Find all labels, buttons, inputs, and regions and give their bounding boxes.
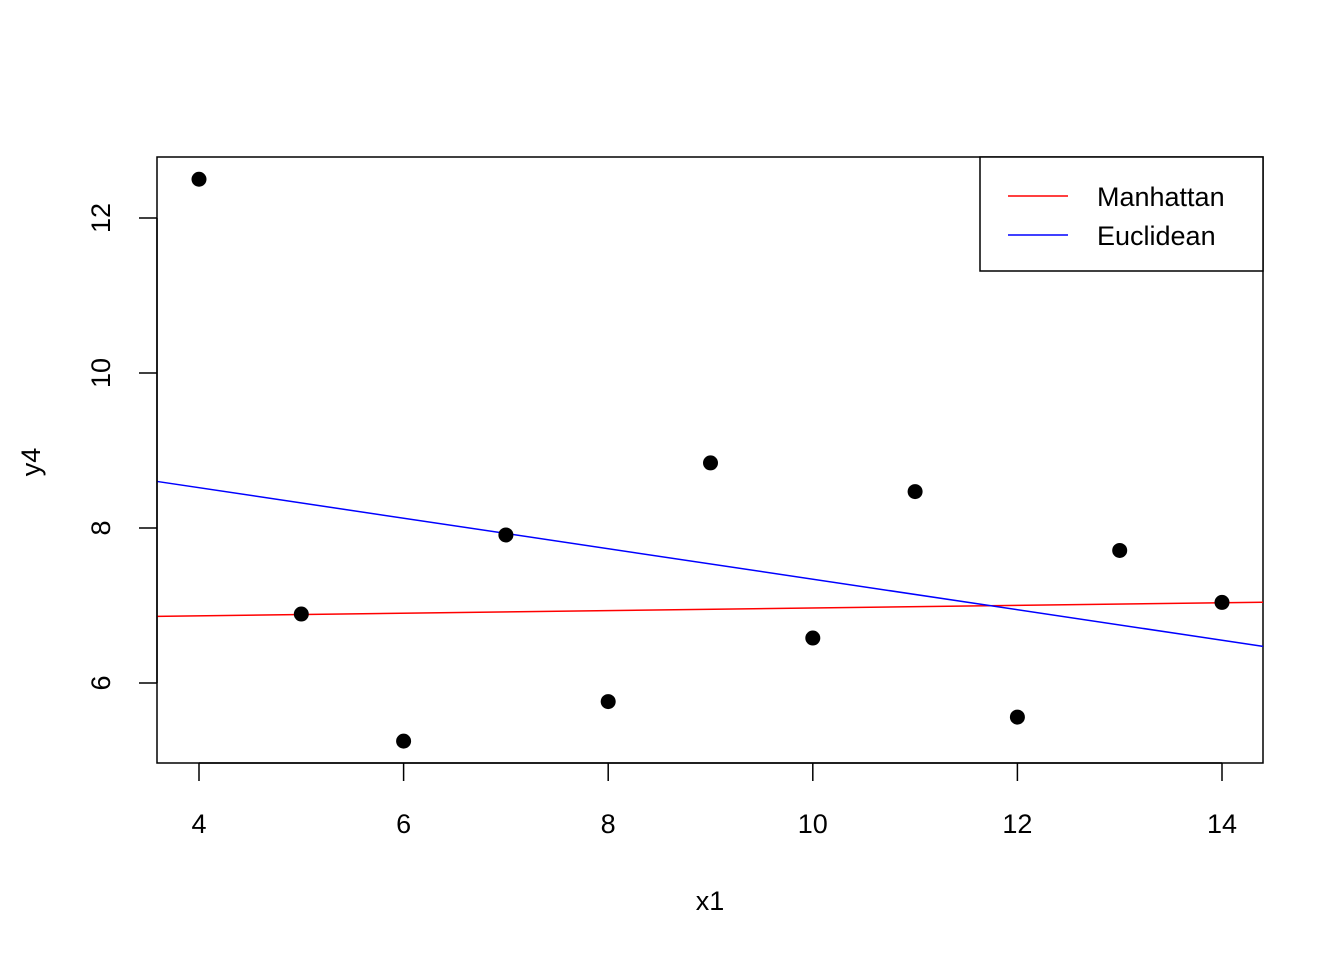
x-tick-label: 8	[601, 809, 616, 839]
x-tick-label: 10	[798, 809, 828, 839]
y-tick-label: 6	[86, 675, 116, 690]
data-points	[191, 171, 1230, 749]
y-tick-label: 8	[86, 520, 116, 535]
legend-box	[979, 156, 1264, 272]
data-point	[498, 527, 514, 543]
data-point	[805, 630, 821, 646]
y-tick-label: 10	[86, 358, 116, 388]
legend-label-euclidean: Euclidean	[1097, 221, 1216, 251]
data-point	[1009, 709, 1025, 725]
x-tick-label: 14	[1207, 809, 1237, 839]
x-axis: 4 6 8 10 12 14	[191, 762, 1237, 839]
legend-label-manhattan: Manhattan	[1097, 182, 1225, 212]
data-point	[907, 484, 923, 500]
legend: Manhattan Euclidean	[979, 156, 1264, 272]
y-axis: 6 8 10 12	[86, 203, 158, 691]
x-tick-label: 12	[1002, 809, 1032, 839]
data-point	[396, 733, 412, 749]
data-point	[293, 606, 309, 622]
data-point	[1112, 542, 1128, 558]
x-axis-label: x1	[696, 886, 725, 916]
data-point	[1214, 594, 1230, 610]
data-point	[703, 455, 718, 471]
y-tick-label: 12	[86, 203, 116, 233]
data-point	[600, 694, 616, 710]
regression-line-manhattan	[156, 601, 1264, 618]
regression-lines	[156, 480, 1264, 648]
y-axis-label: y4	[16, 448, 46, 477]
x-tick-label: 6	[396, 809, 411, 839]
data-point	[191, 171, 207, 187]
regression-line-euclidean	[156, 480, 1264, 648]
x-tick-label: 4	[191, 809, 206, 839]
